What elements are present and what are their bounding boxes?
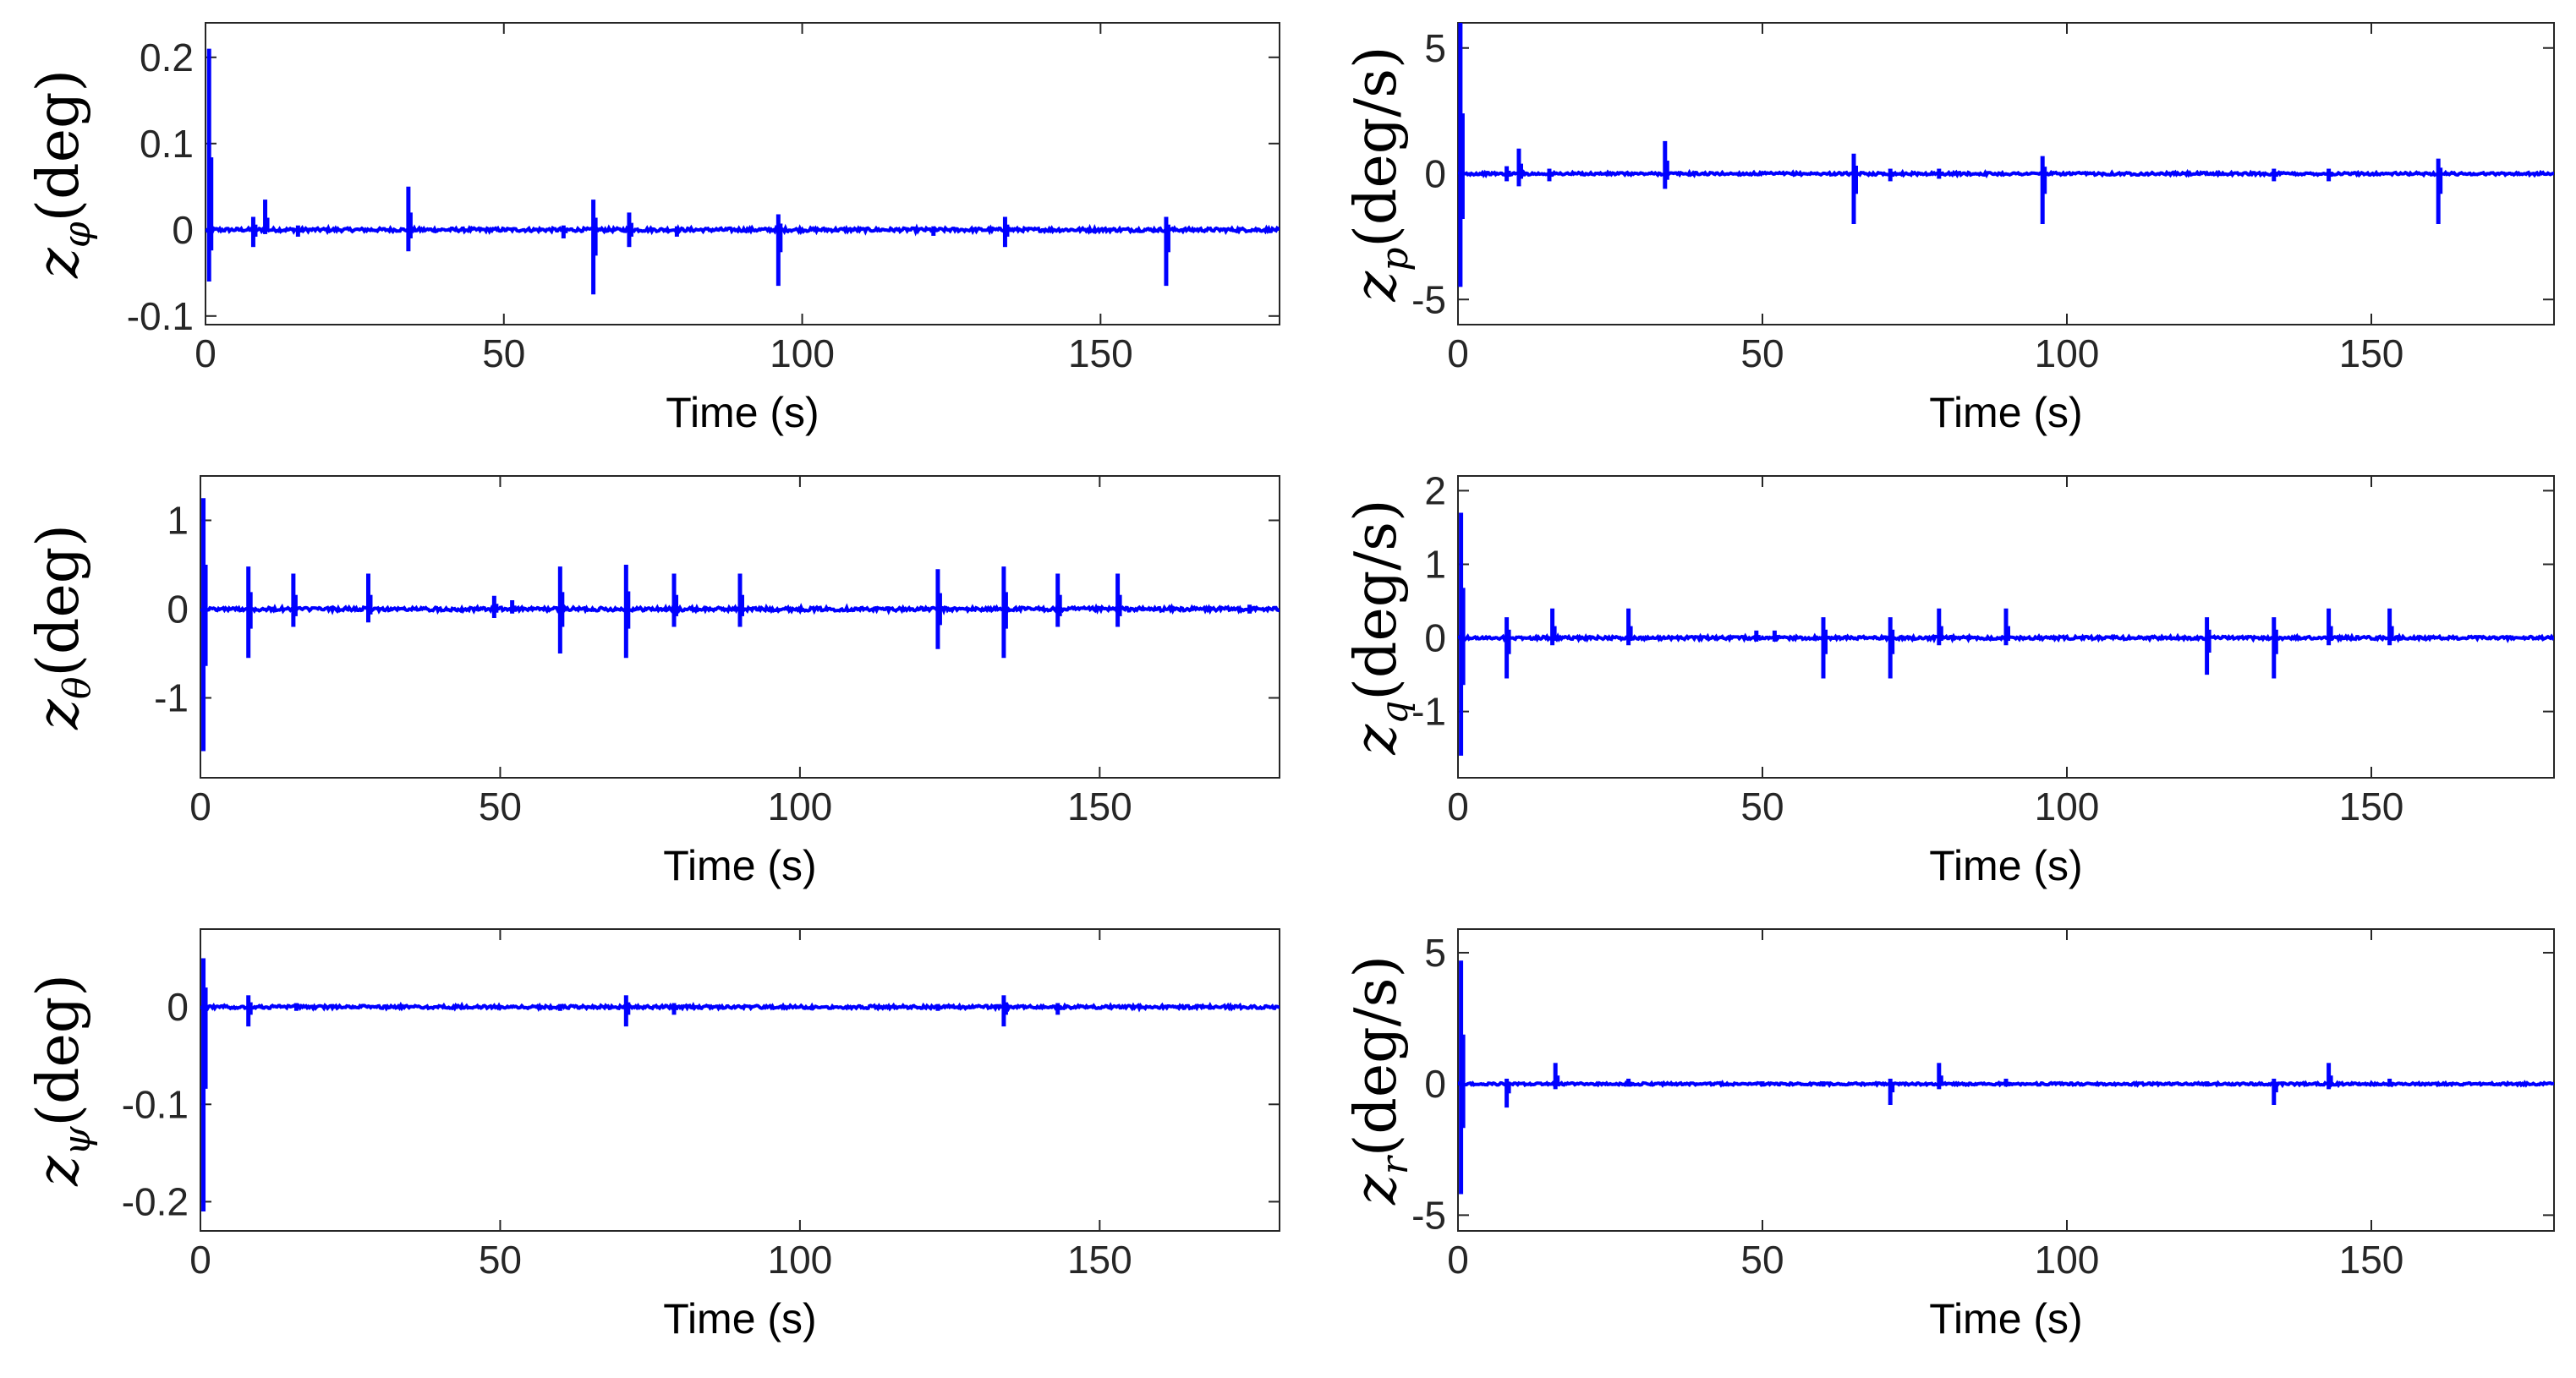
y-tick-label: 2 — [1424, 468, 1446, 512]
y-label-sub: φ — [56, 221, 99, 248]
x-tick-label: 100 — [2035, 785, 2100, 828]
series-z_q — [1458, 512, 2554, 756]
axes-z_q: 0 50 100 150 -1 0 1 2 Time (s) zq(deg/s) — [1343, 468, 2555, 889]
y-tick-label: 5 — [1424, 931, 1446, 975]
y-tick-label: 0 — [1424, 616, 1446, 660]
y-label-sub: θ — [56, 677, 99, 700]
axes-z_theta: 0 50 100 150 -1 0 1 Time (s) zθ(deg) — [25, 475, 1280, 889]
y-tick-label: 0 — [167, 588, 189, 632]
x-tick-label: 0 — [195, 331, 216, 375]
y-label-unit: (deg/s) — [1343, 499, 1410, 700]
y-axis-label: zp(deg/s) — [1343, 46, 1417, 302]
x-tick-label: 100 — [2035, 1238, 2100, 1282]
y-label-sub: p — [1373, 248, 1417, 271]
x-axis-label: Time (s) — [1929, 842, 2082, 889]
y-label-sub: q — [1373, 701, 1417, 725]
plot-area — [200, 928, 1280, 1232]
x-tick-label: 0 — [1447, 331, 1469, 375]
signal-line — [1458, 168, 2554, 179]
x-tick-label: 100 — [2035, 331, 2100, 375]
x-axis-label: Time (s) — [663, 1295, 816, 1342]
x-tick-label: 50 — [1740, 331, 1784, 375]
y-label-var: z — [25, 247, 92, 279]
y-label-var: z — [1343, 1173, 1410, 1206]
x-tick-label: 50 — [479, 1238, 522, 1282]
y-tick-label: 0.1 — [140, 122, 194, 166]
y-tick-label: -0.1 — [127, 294, 194, 338]
y-label-var: z — [1343, 724, 1410, 756]
y-label-unit: (deg/s) — [1343, 955, 1410, 1157]
x-axis-label: Time (s) — [663, 842, 816, 889]
x-tick-label: 50 — [479, 785, 522, 828]
y-tick-label: -1 — [154, 676, 189, 720]
y-label-unit: (deg) — [25, 524, 92, 676]
y-tick-label: 0 — [1424, 152, 1446, 196]
x-tick-label: 50 — [1740, 785, 1784, 828]
y-label-unit: (deg) — [25, 974, 92, 1126]
y-tick-label: 0 — [172, 208, 194, 252]
y-tick-label: 0 — [167, 985, 189, 1029]
x-tick-label: 150 — [2339, 1238, 2404, 1282]
x-tick-label: 0 — [1447, 1238, 1469, 1282]
x-axis-label: Time (s) — [1929, 1295, 2082, 1342]
y-label-var: z — [25, 1155, 92, 1187]
x-tick-label: 0 — [189, 785, 211, 828]
x-tick-label: 150 — [1068, 331, 1133, 375]
signal-line — [200, 1001, 1280, 1013]
series-z_phi — [206, 48, 1280, 295]
y-tick-label: -5 — [1411, 1193, 1446, 1237]
y-tick-label: 5 — [1424, 26, 1446, 70]
y-label-unit: (deg) — [25, 69, 92, 221]
signal-line — [206, 223, 1280, 237]
y-axis-label: zθ(deg) — [25, 524, 99, 730]
x-tick-label: 150 — [2339, 331, 2404, 375]
y-axis-label: zψ(deg) — [25, 974, 99, 1187]
x-tick-label: 150 — [2339, 785, 2404, 828]
y-tick-label: 1 — [167, 499, 189, 543]
y-axis-label: zr(deg/s) — [1343, 955, 1417, 1206]
y-tick-label: 1 — [1424, 542, 1446, 586]
x-tick-label: 0 — [1447, 785, 1469, 828]
x-tick-label: 100 — [768, 785, 833, 828]
series-z_psi — [200, 958, 1280, 1211]
y-tick-label: 0 — [1424, 1062, 1446, 1106]
series-z_p — [1458, 23, 2554, 287]
series-z_r — [1458, 960, 2554, 1195]
y-axis-label: zq(deg/s) — [1343, 499, 1417, 755]
y-label-var: z — [25, 698, 92, 730]
y-tick-label: -0.1 — [122, 1082, 189, 1126]
y-label-unit: (deg/s) — [1343, 46, 1410, 247]
x-axis-label: Time (s) — [666, 389, 819, 436]
x-tick-label: 50 — [482, 331, 525, 375]
y-label-var: z — [1343, 271, 1410, 303]
y-tick-label: -0.2 — [122, 1179, 189, 1223]
x-tick-label: 100 — [768, 1238, 833, 1282]
y-tick-label: 0.2 — [140, 36, 194, 79]
x-tick-label: 100 — [770, 331, 835, 375]
x-tick-label: 50 — [1740, 1238, 1784, 1282]
x-tick-label: 0 — [189, 1238, 211, 1282]
series-z_theta — [200, 498, 1280, 752]
y-label-sub: ψ — [56, 1126, 99, 1156]
x-tick-label: 150 — [1067, 785, 1132, 828]
plot-area — [205, 22, 1280, 325]
y-label-sub: r — [1373, 1154, 1417, 1174]
y-tick-label: -1 — [1411, 690, 1446, 734]
x-tick-label: 150 — [1067, 1238, 1132, 1282]
y-tick-label: -5 — [1411, 277, 1446, 321]
axes-z_psi: 0 50 100 150 -0.2 -0.1 0 Time (s) zψ(deg) — [25, 928, 1280, 1342]
y-axis-label: zφ(deg) — [25, 69, 99, 279]
x-axis-label: Time (s) — [1929, 389, 2082, 436]
